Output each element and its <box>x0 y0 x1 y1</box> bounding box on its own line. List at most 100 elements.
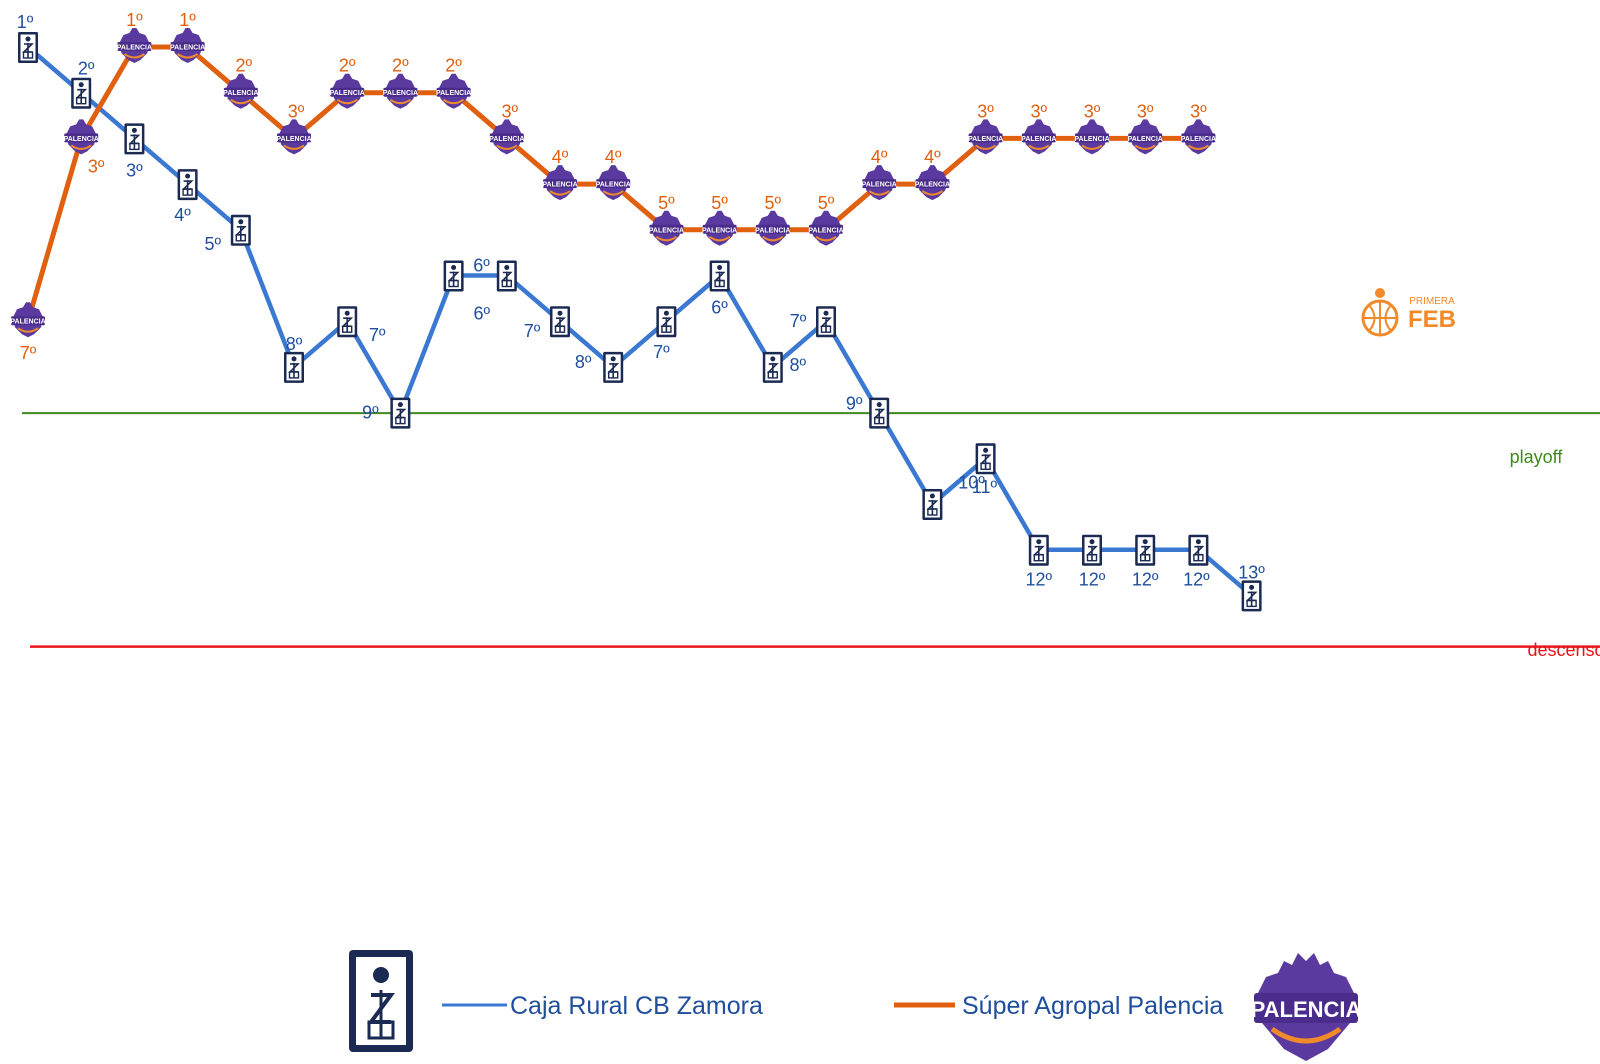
palencia-position-label: 7º <box>20 343 37 363</box>
league-logo-main-text: FEB <box>1408 306 1456 333</box>
svg-text:PALENCIA: PALENCIA <box>223 90 258 97</box>
zamora-position-label: 6º <box>474 304 491 324</box>
zamora-position-label: 12º <box>1132 570 1159 590</box>
palencia-point-marker: PALENCIA <box>1181 119 1216 155</box>
palencia-position-label: 4º <box>605 147 622 167</box>
zamora-position-label: 10º <box>958 472 985 492</box>
palencia-position-label: 1º <box>126 10 143 30</box>
zamora-series-line <box>26 45 1254 598</box>
svg-text:PALENCIA: PALENCIA <box>968 136 1003 143</box>
svg-text:PALENCIA: PALENCIA <box>436 90 471 97</box>
zamora-point-marker <box>18 32 38 63</box>
svg-text:PALENCIA: PALENCIA <box>10 319 45 326</box>
zamora-point-marker <box>230 214 251 246</box>
zamora-point-marker <box>816 306 836 338</box>
palencia-markers-layer: PALENCIA PALENCIA PALENCIA PALENCIA PALENCIA… <box>10 28 1216 338</box>
palencia-position-label: 4º <box>552 147 569 167</box>
zamora-position-label: 4º <box>174 205 191 225</box>
palencia-position-label: 5º <box>765 193 782 213</box>
palencia-position-label: 5º <box>711 193 728 213</box>
zamora-point-marker <box>71 77 92 109</box>
zamora-point-marker <box>1082 534 1102 566</box>
zamora-position-label: 13º <box>1238 562 1265 582</box>
palencia-point-marker: PALENCIA <box>596 165 631 201</box>
svg-text:PALENCIA: PALENCIA <box>117 45 152 52</box>
primera-feb-logo: PRIMERA FEB <box>1361 288 1456 337</box>
league-logo-top-text: PRIMERA <box>1409 296 1455 307</box>
legend-zamora-label: Caja Rural CB Zamora <box>510 992 763 1020</box>
palencia-position-label: 2º <box>445 56 462 76</box>
palencia-position-label: 3º <box>288 101 305 121</box>
palencia-position-label: 2º <box>392 56 409 76</box>
palencia-position-label: 4º <box>924 147 941 167</box>
palencia-position-label: 2º <box>339 56 356 76</box>
zamora-position-label: 9º <box>362 403 379 423</box>
svg-text:PALENCIA: PALENCIA <box>489 136 524 143</box>
svg-text:PALENCIA: PALENCIA <box>1181 136 1216 143</box>
svg-text:PALENCIA: PALENCIA <box>170 45 205 52</box>
zamora-position-label: 2º <box>78 59 95 79</box>
palencia-point-marker: PALENCIA <box>915 165 950 201</box>
svg-text:PALENCIA: PALENCIA <box>542 182 577 189</box>
legend-palencia-badge-text: PALENCIA <box>1251 997 1362 1022</box>
zamora-position-label: 6º <box>711 298 728 318</box>
palencia-position-label: 1º <box>179 10 196 30</box>
zamora-position-label: 5º <box>205 234 222 254</box>
palencia-point-marker: PALENCIA <box>649 210 684 246</box>
palencia-point-marker: PALENCIA <box>542 165 578 201</box>
svg-text:PALENCIA: PALENCIA <box>64 136 99 143</box>
palencia-point-marker: PALENCIA <box>170 28 205 63</box>
palencia-point-marker: PALENCIA <box>755 210 790 246</box>
palencia-point-marker: PALENCIA <box>223 73 258 109</box>
svg-text:PALENCIA: PALENCIA <box>1074 136 1109 143</box>
palencia-point-marker: PALENCIA <box>117 28 152 63</box>
palencia-point-marker: PALENCIA <box>276 119 312 155</box>
zamora-point-marker <box>1188 534 1209 566</box>
svg-text:PALENCIA: PALENCIA <box>1128 136 1163 143</box>
basketball-icon <box>373 967 389 983</box>
zamora-position-label: 6º <box>473 256 490 276</box>
zamora-position-label: 7º <box>790 311 807 331</box>
palencia-point-marker: PALENCIA <box>1074 119 1110 155</box>
zamora-point-marker <box>496 260 517 292</box>
zamora-point-marker <box>1135 534 1156 566</box>
descenso-label: descenso <box>1527 640 1600 660</box>
reference-lines-layer <box>22 412 1600 648</box>
palencia-position-label: 3º <box>1031 101 1048 121</box>
zamora-position-label: 8º <box>575 352 592 372</box>
palencia-position-label: 3º <box>502 101 519 121</box>
palencia-point-marker: PALENCIA <box>330 73 365 109</box>
zamora-position-label: 1º <box>17 12 34 32</box>
palencia-point-marker: PALENCIA <box>702 210 737 246</box>
zamora-point-marker <box>550 306 570 338</box>
palencia-point-marker: PALENCIA <box>436 73 471 109</box>
legend-palencia-badge: PALENCIA <box>1251 953 1362 1061</box>
svg-text:PALENCIA: PALENCIA <box>649 227 684 234</box>
zamora-position-label: 8º <box>790 355 807 375</box>
svg-text:PALENCIA: PALENCIA <box>1021 136 1056 143</box>
svg-text:PALENCIA: PALENCIA <box>276 136 311 143</box>
svg-text:PALENCIA: PALENCIA <box>755 227 790 234</box>
zamora-point-marker <box>975 443 996 475</box>
zamora-position-label: 7º <box>369 325 386 345</box>
zamora-position-label: 11º <box>972 477 998 497</box>
zamora-position-label: 12º <box>1025 570 1052 590</box>
zamora-position-label: 9º <box>846 394 863 414</box>
palencia-point-marker: PALENCIA <box>64 119 99 155</box>
zamora-position-label: 3º <box>126 160 143 180</box>
palencia-position-label: 5º <box>818 193 835 213</box>
palencia-point-marker: PALENCIA <box>968 119 1003 155</box>
svg-text:PALENCIA: PALENCIA <box>862 182 897 189</box>
zamora-position-label: 7º <box>524 321 541 341</box>
zamora-markers-layer <box>18 32 1262 612</box>
legend: Caja Rural CB Zamora Súper Agropal Palen… <box>349 950 1362 1061</box>
legend-zamora-badge <box>349 950 413 1052</box>
palencia-position-label: 2º <box>236 56 253 76</box>
svg-text:PALENCIA: PALENCIA <box>702 227 737 234</box>
zamora-point-marker <box>390 397 411 429</box>
palencia-point-marker: PALENCIA <box>489 119 524 155</box>
zamora-position-label: 7º <box>653 342 670 362</box>
palencia-point-marker: PALENCIA <box>10 302 46 338</box>
palencia-position-label: 3º <box>88 156 105 176</box>
